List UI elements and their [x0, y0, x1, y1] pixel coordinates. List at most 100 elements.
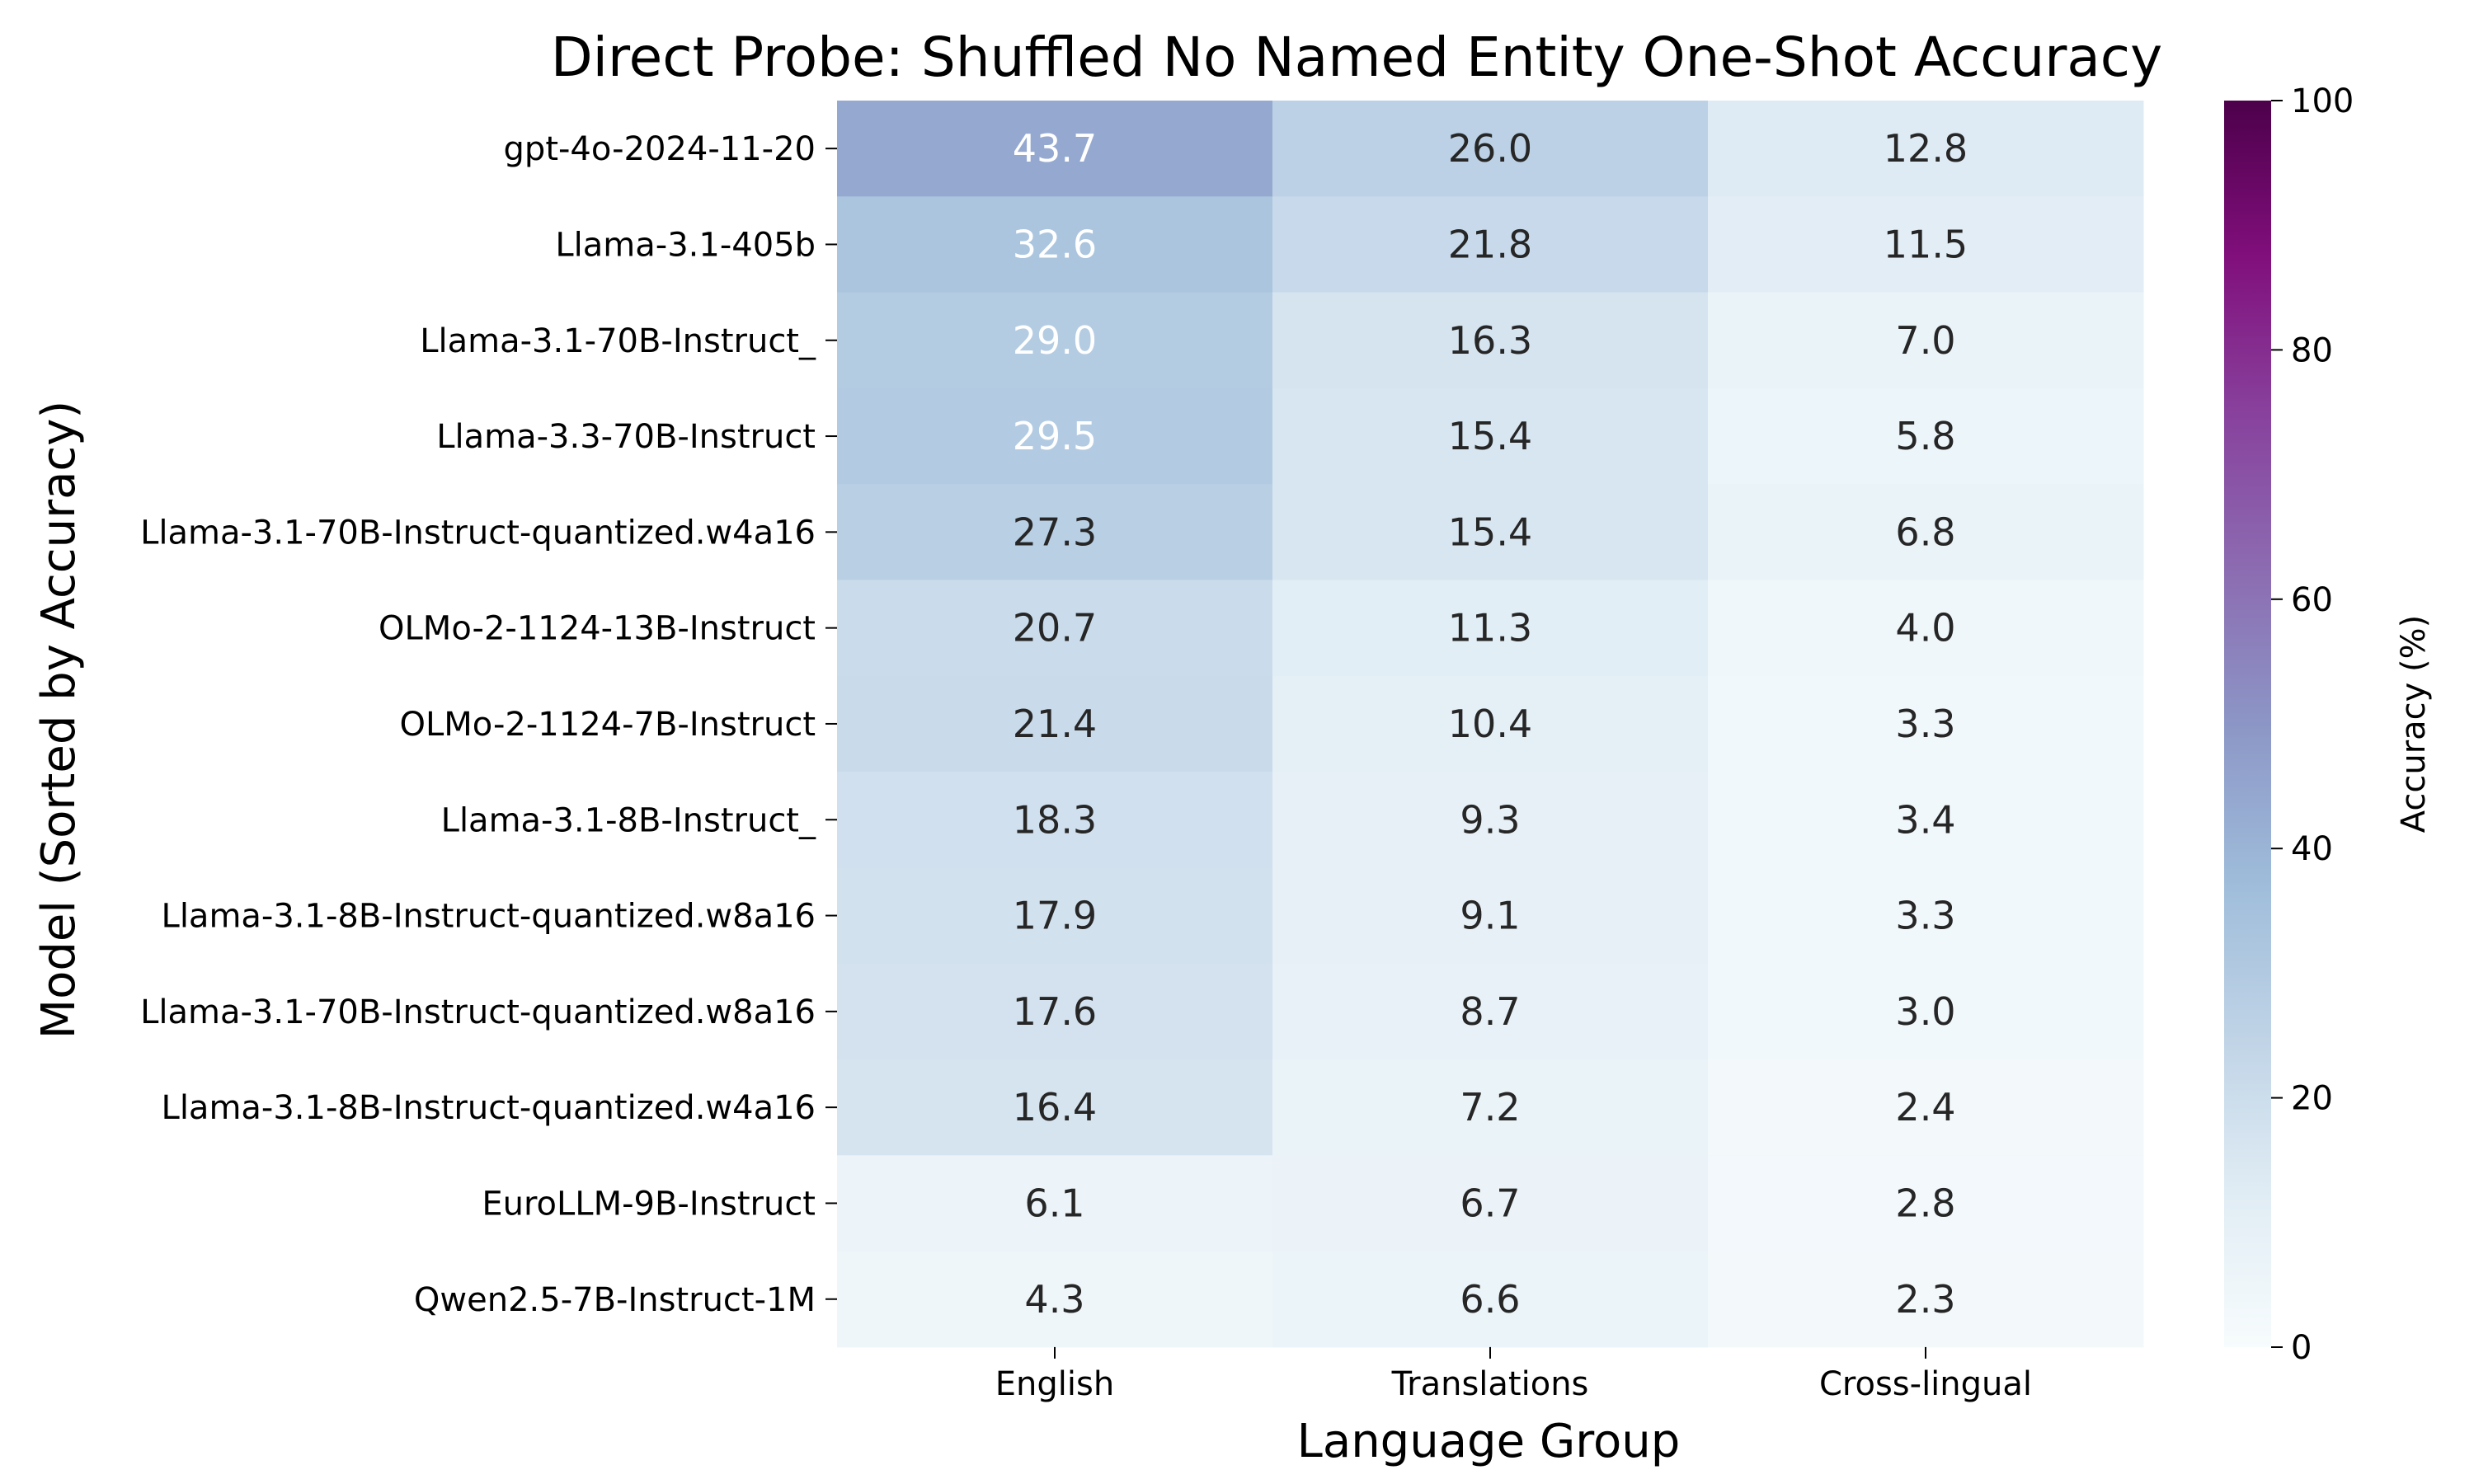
- colorbar-tick-label: 80: [2291, 331, 2333, 369]
- heatmap-cell: [1272, 963, 1709, 1060]
- heatmap-cell: [837, 292, 1273, 389]
- colorbar-tick-label: 20: [2291, 1080, 2333, 1118]
- heatmap-cell: [837, 1059, 1273, 1156]
- cell-value-label: 5.8: [1895, 414, 1955, 458]
- cell-value-label: 6.6: [1460, 1277, 1520, 1322]
- cell-value-label: 6.7: [1460, 1181, 1520, 1225]
- y-tick-label: Llama-3.1-8B-Instruct-quantized.w4a16: [162, 1089, 816, 1127]
- cell-value-label: 15.4: [1448, 510, 1532, 554]
- cell-value-label: 27.3: [1013, 510, 1097, 554]
- y-tick-label: Llama-3.1-70B-Instruct_: [420, 322, 816, 360]
- chart-title: Direct Probe: Shuffled No Named Entity O…: [551, 26, 2162, 89]
- heatmap-cell: [837, 1251, 1273, 1348]
- y-axis-title: Model (Sorted by Accuracy): [32, 401, 86, 1039]
- cell-value-label: 6.8: [1895, 510, 1955, 554]
- y-tick-label: Llama-3.3-70B-Instruct: [436, 418, 816, 456]
- heatmap-cell: [1272, 1251, 1709, 1348]
- heatmap-cell: [1272, 387, 1709, 485]
- heatmap-cell: [837, 1155, 1273, 1252]
- colorbar-tick-label: 60: [2291, 581, 2333, 619]
- heatmap-cell: [1272, 867, 1709, 965]
- cell-value-label: 4.3: [1024, 1277, 1084, 1322]
- heatmap-cell: [837, 484, 1273, 580]
- heatmap-cell: [1708, 867, 2144, 965]
- cell-value-label: 3.4: [1895, 797, 1955, 842]
- heatmap-cell: [1272, 484, 1709, 580]
- heatmap-cell: [1708, 963, 2144, 1060]
- cell-value-label: 10.4: [1448, 702, 1532, 746]
- cell-value-label: 2.3: [1895, 1277, 1955, 1322]
- heatmap-cells: 43.7 26.0 12.8 32.6 21.8 11.5 29.0 16.3 7.0 29.5 1…: [837, 101, 2144, 1348]
- heatmap-cell: [1708, 1059, 2144, 1156]
- cell-value-label: 43.7: [1013, 126, 1097, 171]
- cell-value-label: 9.3: [1460, 797, 1520, 842]
- cell-value-label: 26.0: [1448, 126, 1532, 171]
- heatmap-cell: [1272, 292, 1709, 389]
- y-tick-label: Llama-3.1-70B-Instruct-quantized.w8a16: [140, 993, 816, 1031]
- colorbar-tick-label: 100: [2291, 82, 2354, 120]
- cell-value-label: 18.3: [1013, 797, 1097, 842]
- heatmap-cell: [1708, 292, 2144, 389]
- cell-value-label: 21.4: [1013, 702, 1097, 746]
- cell-value-label: 16.3: [1448, 318, 1532, 363]
- y-tick-label: OLMo-2-1124-7B-Instruct: [399, 706, 816, 744]
- x-axis-title: Language Group: [1297, 1415, 1681, 1468]
- cell-value-label: 2.4: [1895, 1085, 1955, 1129]
- heatmap-cell: [837, 772, 1273, 868]
- heatmap-cell: [1708, 387, 2144, 485]
- x-tick-label: English: [995, 1365, 1114, 1403]
- colorbar-title: Accuracy (%): [2395, 615, 2433, 834]
- heatmap-cell: [837, 196, 1273, 294]
- heatmap-cell: [1708, 1155, 2144, 1252]
- heatmap-cell: [1272, 1155, 1709, 1252]
- cell-value-label: 17.6: [1013, 989, 1097, 1034]
- y-tick-label: Llama-3.1-405b: [555, 226, 816, 264]
- cell-value-label: 3.3: [1895, 702, 1955, 746]
- cell-value-label: 29.0: [1013, 318, 1097, 363]
- colorbar-tick-label: 40: [2291, 830, 2333, 868]
- y-tick-label: OLMo-2-1124-13B-Instruct: [379, 610, 816, 648]
- heatmap-cell: [837, 387, 1273, 485]
- heatmap-cell: [837, 101, 1273, 197]
- heatmap-cell: [1272, 580, 1709, 677]
- y-tick-label: gpt-4o-2024-11-20: [504, 130, 816, 168]
- x-tick-label: Cross-lingual: [1819, 1365, 2032, 1403]
- cell-value-label: 17.9: [1013, 894, 1097, 938]
- heatmap-cell: [1708, 484, 2144, 580]
- y-tick-label: Qwen2.5-7B-Instruct-1M: [414, 1281, 816, 1319]
- colorbar-tick-label: 0: [2291, 1329, 2312, 1367]
- cell-value-label: 9.1: [1460, 894, 1520, 938]
- x-tick-label: Translations: [1391, 1365, 1589, 1403]
- cell-value-label: 20.7: [1013, 606, 1097, 650]
- cell-value-label: 21.8: [1448, 222, 1532, 266]
- cell-value-label: 11.3: [1448, 606, 1532, 650]
- cell-value-label: 7.2: [1460, 1085, 1520, 1129]
- heatmap-cell: [1708, 580, 2144, 677]
- heatmap-cell: [837, 675, 1273, 773]
- cell-value-label: 32.6: [1013, 222, 1097, 266]
- cell-value-label: 16.4: [1013, 1085, 1097, 1129]
- colorbar: [2224, 101, 2271, 1347]
- cell-value-label: 3.3: [1895, 894, 1955, 938]
- cell-value-label: 8.7: [1460, 989, 1520, 1034]
- heatmap-cell: [1708, 101, 2144, 197]
- cell-value-label: 29.5: [1013, 414, 1097, 458]
- heatmap-cell: [837, 963, 1273, 1060]
- heatmap-cell: [837, 580, 1273, 677]
- y-tick-label: Llama-3.1-8B-Instruct-quantized.w8a16: [162, 898, 816, 936]
- y-tick-label: Llama-3.1-8B-Instruct_: [441, 801, 816, 839]
- cell-value-label: 11.5: [1884, 222, 1968, 266]
- heatmap-cell: [1708, 196, 2144, 294]
- heatmap-cell: [837, 867, 1273, 965]
- y-tick-label: Llama-3.1-70B-Instruct-quantized.w4a16: [140, 514, 816, 552]
- heatmap-cell: [1708, 675, 2144, 773]
- colorbar-ticks: 0 20 40 60 80 100: [2271, 82, 2354, 1367]
- heatmap-cell: [1272, 1059, 1709, 1156]
- y-tick-label: EuroLLM-9B-Instruct: [482, 1185, 816, 1223]
- column-labels: English Translations Cross-lingual: [995, 1346, 2032, 1403]
- heatmap-cell: [1272, 101, 1709, 197]
- cell-value-label: 2.8: [1895, 1181, 1955, 1225]
- cell-value-label: 15.4: [1448, 414, 1532, 458]
- heatmap-cell: [1708, 772, 2144, 868]
